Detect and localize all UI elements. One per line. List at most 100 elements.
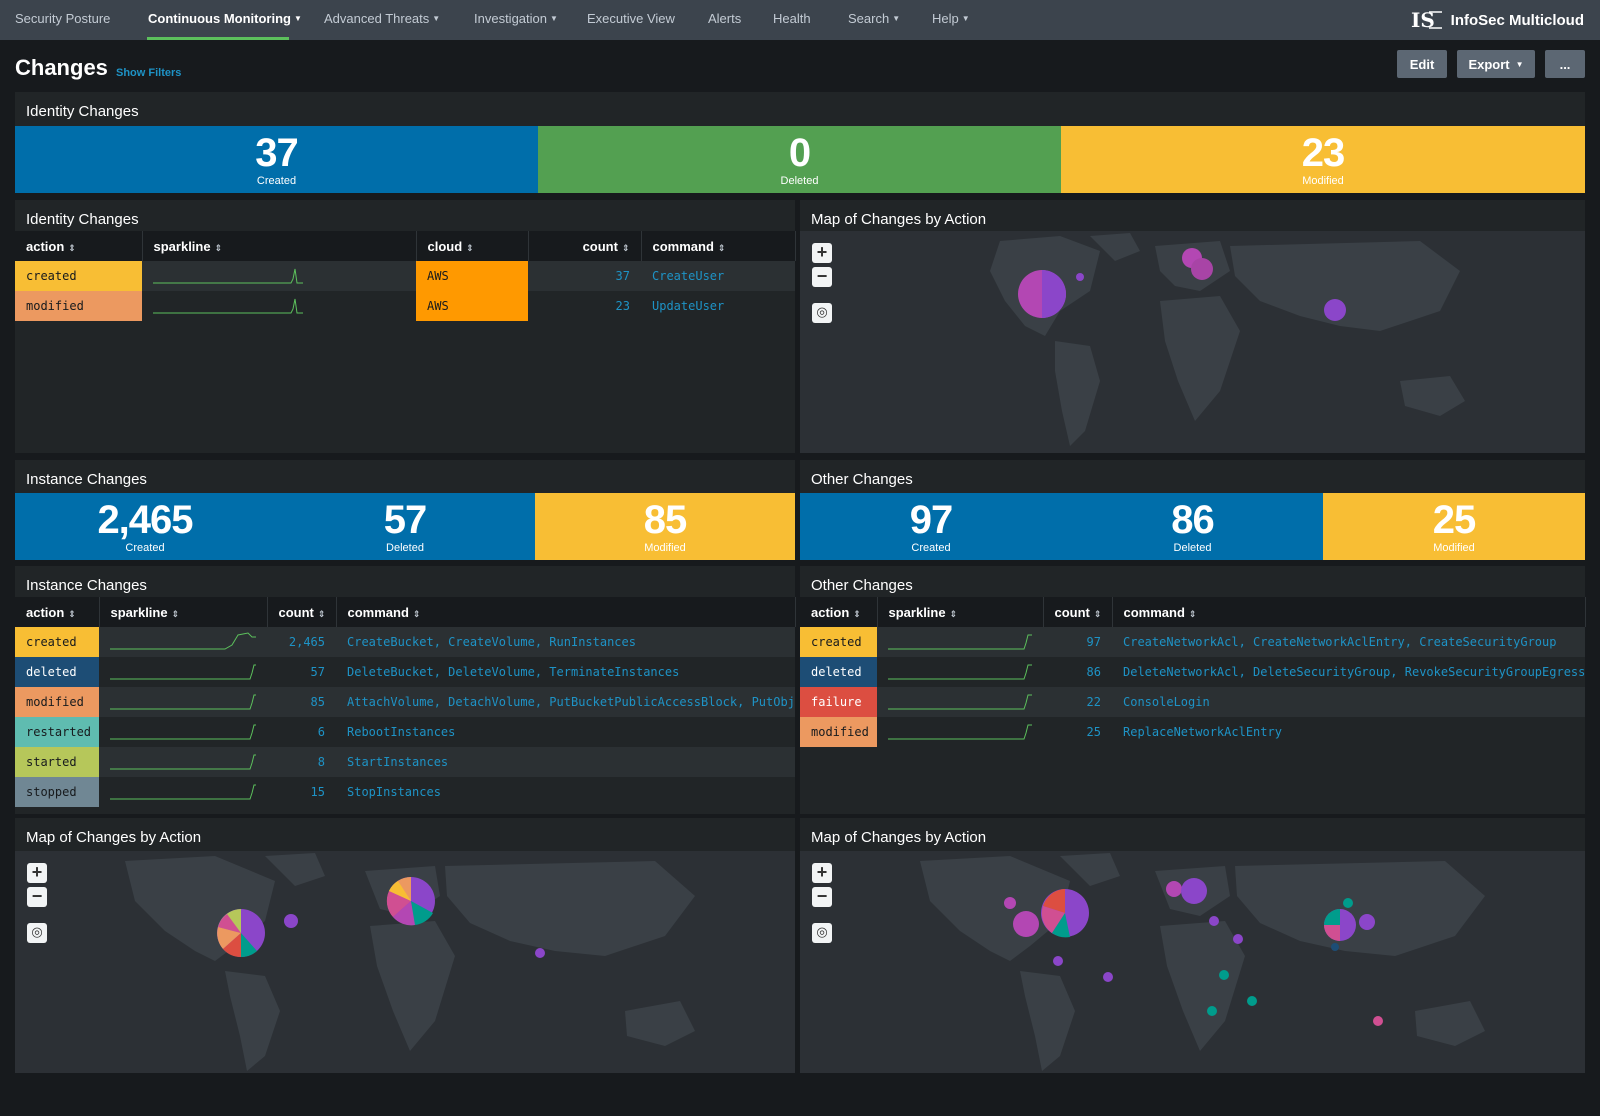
map-marker[interactable] bbox=[1343, 898, 1353, 908]
action-cell[interactable]: started bbox=[15, 747, 99, 777]
action-cell[interactable]: modified bbox=[800, 717, 877, 747]
single-value-deleted[interactable]: 57 Deleted bbox=[275, 493, 535, 560]
action-cell[interactable]: failure bbox=[800, 687, 877, 717]
column-header-count[interactable]: count ⇕ bbox=[528, 231, 642, 261]
single-value-created[interactable]: 2,465 Created bbox=[15, 493, 275, 560]
table-row[interactable]: started 8 StartInstances bbox=[15, 747, 795, 777]
column-header-action[interactable]: action ⇕ bbox=[15, 231, 143, 261]
count-cell[interactable]: 25 bbox=[1043, 717, 1112, 747]
table-row[interactable]: created 97 CreateNetworkAcl, CreateNetwo… bbox=[800, 627, 1585, 657]
count-cell[interactable]: 22 bbox=[1043, 687, 1112, 717]
map-marker[interactable] bbox=[1247, 996, 1257, 1006]
single-value-deleted[interactable]: 86 Deleted bbox=[1062, 493, 1323, 560]
count-cell[interactable]: 8 bbox=[267, 747, 336, 777]
map-marker[interactable] bbox=[1013, 911, 1039, 937]
nav-security-posture[interactable]: Security Posture bbox=[15, 11, 110, 26]
show-filters-link[interactable]: Show Filters bbox=[116, 67, 182, 79]
column-header-cloud[interactable]: cloud ⇕ bbox=[416, 231, 529, 261]
column-header-sparkline[interactable]: sparkline ⇕ bbox=[142, 231, 417, 261]
column-header-command[interactable]: command ⇕ bbox=[336, 597, 796, 627]
world-map[interactable]: + − ◎ bbox=[15, 851, 795, 1073]
map-marker[interactable] bbox=[1331, 943, 1339, 951]
zoom-in-button[interactable]: + bbox=[812, 243, 832, 263]
zoom-in-button[interactable]: + bbox=[812, 863, 832, 883]
count-cell[interactable]: 86 bbox=[1043, 657, 1112, 687]
action-cell[interactable]: created bbox=[15, 627, 99, 657]
table-row[interactable]: deleted 86 DeleteNetworkAcl, DeleteSecur… bbox=[800, 657, 1585, 687]
action-cell[interactable]: modified bbox=[15, 687, 99, 717]
action-cell[interactable]: created bbox=[800, 627, 877, 657]
map-marker[interactable] bbox=[1076, 273, 1084, 281]
edit-button[interactable]: Edit bbox=[1397, 50, 1447, 78]
table-row[interactable]: modified AWS 23 UpdateUser bbox=[15, 291, 795, 321]
table-row[interactable]: failure 22 ConsoleLogin bbox=[800, 687, 1585, 717]
map-marker[interactable] bbox=[1324, 299, 1346, 321]
single-value-modified[interactable]: 25 Modified bbox=[1323, 493, 1585, 560]
map-marker[interactable] bbox=[1181, 878, 1207, 904]
map-marker[interactable] bbox=[535, 948, 545, 958]
table-row[interactable]: created AWS 37 CreateUser bbox=[15, 261, 795, 291]
column-header-action[interactable]: action ⇕ bbox=[800, 597, 878, 627]
export-button[interactable]: Export ▼ bbox=[1457, 50, 1535, 78]
map-marker[interactable] bbox=[1166, 881, 1182, 897]
locate-icon[interactable]: ◎ bbox=[812, 303, 832, 323]
app-brand[interactable]: IS InfoSec Multicloud bbox=[1411, 8, 1584, 32]
column-header-command[interactable]: command ⇕ bbox=[641, 231, 796, 261]
count-cell[interactable]: 2,465 bbox=[267, 627, 336, 657]
count-cell[interactable]: 15 bbox=[267, 777, 336, 807]
column-header-count[interactable]: count ⇕ bbox=[1043, 597, 1113, 627]
nav-advanced-threats[interactable]: Advanced Threats ▼ bbox=[324, 11, 440, 26]
world-map[interactable]: + − ◎ bbox=[800, 851, 1585, 1073]
count-cell[interactable]: 37 bbox=[528, 261, 641, 291]
single-value-modified[interactable]: 23 Modified bbox=[1061, 126, 1585, 193]
map-marker[interactable] bbox=[1233, 934, 1243, 944]
map-marker[interactable] bbox=[1041, 889, 1089, 938]
map-marker[interactable] bbox=[1207, 1006, 1217, 1016]
map-marker[interactable] bbox=[386, 876, 435, 926]
locate-icon[interactable]: ◎ bbox=[27, 923, 47, 943]
world-map[interactable]: + − ◎ bbox=[800, 231, 1585, 453]
action-cell[interactable]: stopped bbox=[15, 777, 99, 807]
command-cell[interactable]: UpdateUser bbox=[641, 291, 795, 321]
command-cell[interactable]: CreateBucket, CreateVolume, RunInstances bbox=[336, 627, 795, 657]
command-cell[interactable]: StopInstances bbox=[336, 777, 795, 807]
map-marker[interactable] bbox=[1209, 916, 1219, 926]
single-value-created[interactable]: 97 Created bbox=[800, 493, 1062, 560]
nav-continuous-monitoring[interactable]: Continuous Monitoring ▼ bbox=[148, 11, 302, 26]
zoom-out-button[interactable]: − bbox=[812, 887, 832, 907]
column-header-sparkline[interactable]: sparkline ⇕ bbox=[99, 597, 268, 627]
nav-health[interactable]: Health bbox=[773, 11, 811, 26]
command-cell[interactable]: ReplaceNetworkAclEntry bbox=[1112, 717, 1585, 747]
table-row[interactable]: modified 25 ReplaceNetworkAclEntry bbox=[800, 717, 1585, 747]
action-cell[interactable]: modified bbox=[15, 291, 142, 321]
map-marker[interactable] bbox=[1219, 970, 1229, 980]
action-cell[interactable]: deleted bbox=[800, 657, 877, 687]
map-marker[interactable] bbox=[217, 909, 265, 958]
action-cell[interactable]: deleted bbox=[15, 657, 99, 687]
map-marker[interactable] bbox=[1191, 258, 1213, 280]
column-header-action[interactable]: action ⇕ bbox=[15, 597, 100, 627]
action-cell[interactable]: created bbox=[15, 261, 142, 291]
nav-executive-view[interactable]: Executive View bbox=[587, 11, 675, 26]
nav-investigation[interactable]: Investigation ▼ bbox=[474, 11, 558, 26]
count-cell[interactable]: 6 bbox=[267, 717, 336, 747]
map-marker[interactable] bbox=[1359, 914, 1375, 930]
column-header-sparkline[interactable]: sparkline ⇕ bbox=[877, 597, 1044, 627]
command-cell[interactable]: StartInstances bbox=[336, 747, 795, 777]
map-marker[interactable] bbox=[1004, 897, 1016, 909]
nav-help[interactable]: Help ▼ bbox=[932, 11, 970, 26]
more-actions-button[interactable]: ... bbox=[1545, 50, 1585, 78]
map-marker[interactable] bbox=[1324, 909, 1356, 941]
table-row[interactable]: stopped 15 StopInstances bbox=[15, 777, 795, 807]
command-cell[interactable]: DeleteBucket, DeleteVolume, TerminateIns… bbox=[336, 657, 795, 687]
cloud-cell[interactable]: AWS bbox=[416, 261, 528, 291]
nav-search[interactable]: Search ▼ bbox=[848, 11, 900, 26]
zoom-out-button[interactable]: − bbox=[27, 887, 47, 907]
table-row[interactable]: modified 85 AttachVolume, DetachVolume, … bbox=[15, 687, 795, 717]
zoom-out-button[interactable]: − bbox=[812, 267, 832, 287]
table-row[interactable]: restarted 6 RebootInstances bbox=[15, 717, 795, 747]
table-row[interactable]: deleted 57 DeleteBucket, DeleteVolume, T… bbox=[15, 657, 795, 687]
map-marker-slice[interactable] bbox=[1042, 270, 1066, 318]
count-cell[interactable]: 57 bbox=[267, 657, 336, 687]
map-marker[interactable] bbox=[1373, 1016, 1383, 1026]
